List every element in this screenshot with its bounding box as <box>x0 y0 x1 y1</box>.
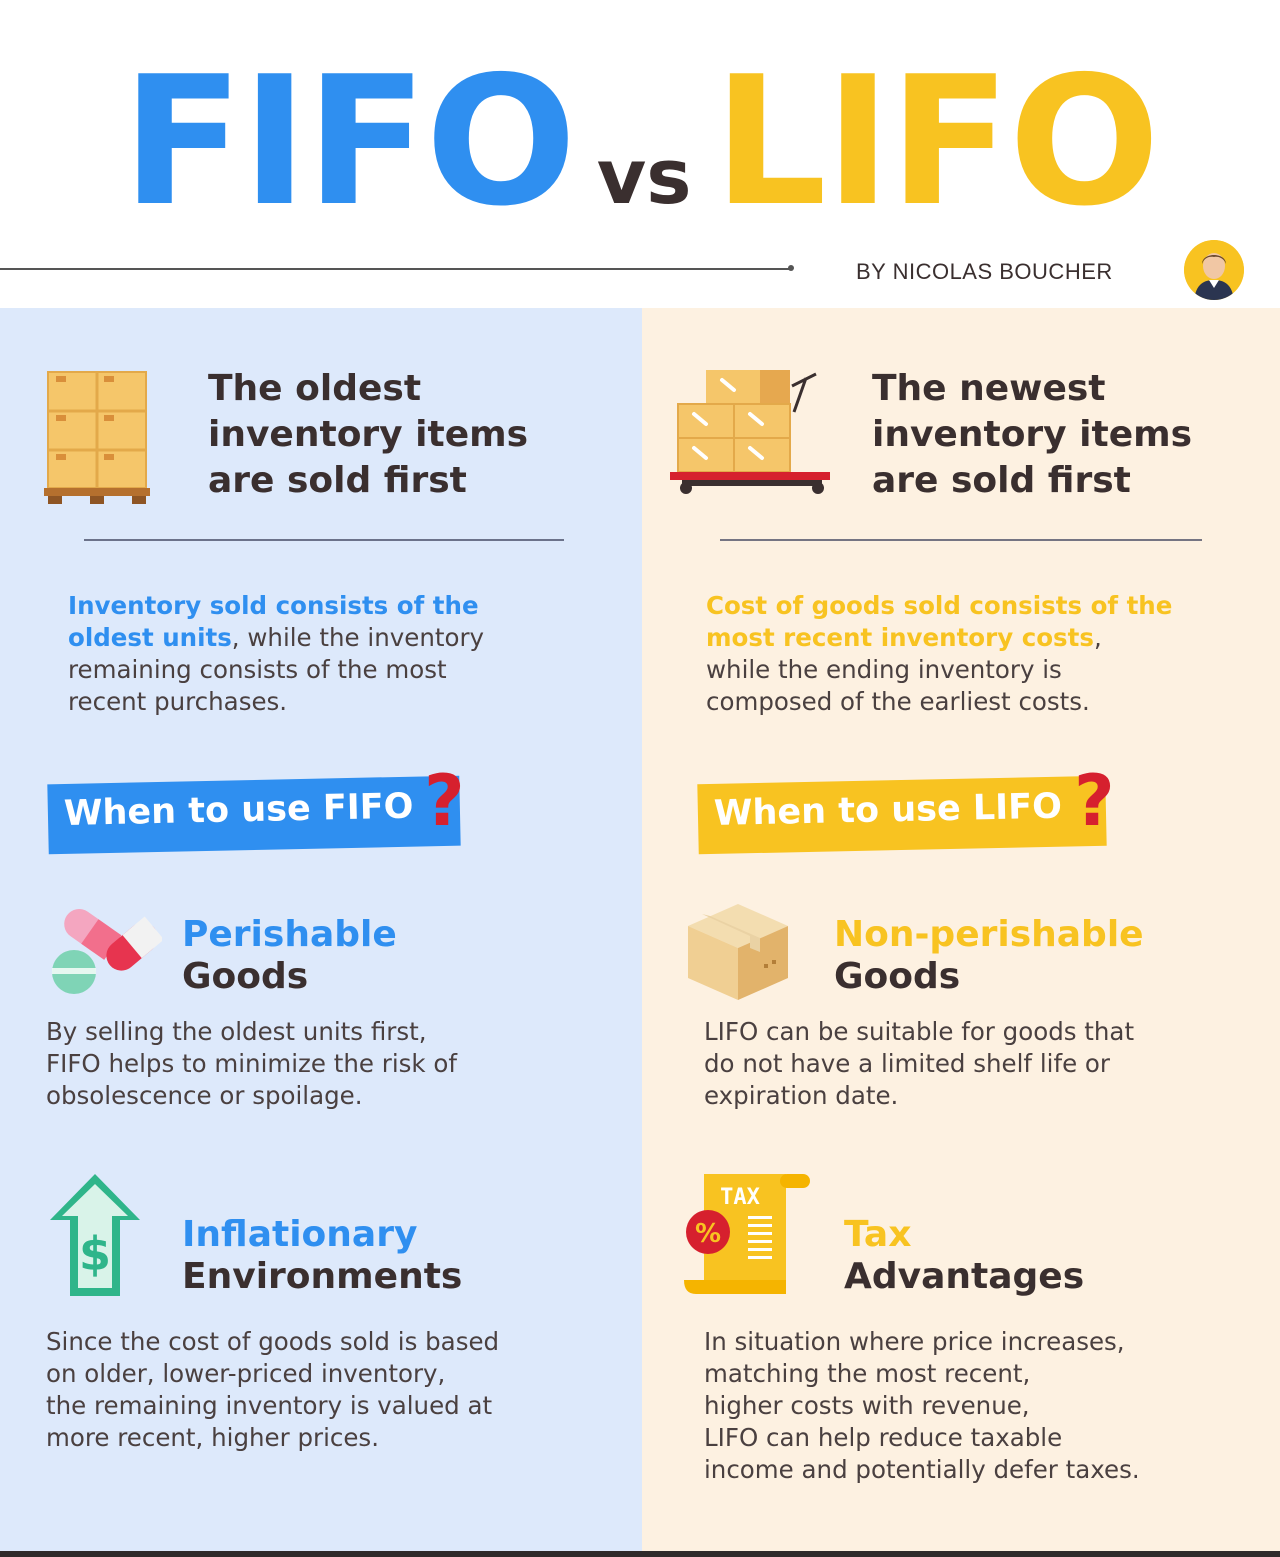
fifo-headline: The oldest inventory items are sold firs… <box>208 366 528 504</box>
perishable-goods-text: By selling the oldest units first, FIFO … <box>46 1016 626 1112</box>
fifo-divider <box>84 539 564 541</box>
inflationary-text-line: Since the cost of goods sold is based <box>46 1327 500 1356</box>
lifo-when-badge: When to use LIFO <box>697 775 1107 855</box>
non-perishable-text-line: do not have a limited shelf life or <box>704 1049 1110 1078</box>
tax-text-line: higher costs with revenue, <box>704 1391 1030 1420</box>
perishable-text-line: By selling the oldest units first, <box>46 1017 427 1046</box>
non-perishable-text-line: LIFO can be suitable for goods that <box>704 1017 1135 1046</box>
inflationary-title-colored: Inflationary <box>182 1214 418 1255</box>
tax-advantages-text: In situation where price increases, matc… <box>704 1326 1270 1486</box>
lifo-headline-line: inventory items <box>872 414 1193 455</box>
hand-truck-boxes-icon <box>670 370 830 494</box>
title-lifo: LIFO <box>713 38 1160 245</box>
header: FIFO vs LIFO BY NICOLAS BOUCHER <box>0 0 1280 308</box>
lifo-description: Cost of goods sold consists of the most … <box>706 590 1266 718</box>
lifo-description-text: , <box>1093 623 1102 652</box>
inflationary-environments-title: Inflationary Environments <box>182 1214 462 1298</box>
fifo-when-badge: When to use FIFO <box>47 775 461 855</box>
svg-text:$: $ <box>79 1227 111 1281</box>
non-perishable-goods-text: LIFO can be suitable for goods that do n… <box>704 1016 1270 1112</box>
inflationary-text-line: the remaining inventory is valued at <box>46 1391 493 1420</box>
percent-label: % <box>695 1219 721 1249</box>
fifo-headline-line: are sold first <box>208 460 467 501</box>
lifo-badge-label: When to use LIFO <box>713 786 1063 834</box>
fifo-description-text: remaining consists of the most <box>68 655 447 684</box>
lifo-description-text: while the ending inventory is <box>706 655 1062 684</box>
lifo-divider <box>720 539 1202 541</box>
fifo-badge-label: When to use FIFO <box>63 786 414 834</box>
stacked-boxes-pallet-icon <box>44 371 150 504</box>
inflationary-title-dark: Environments <box>182 1256 463 1297</box>
question-mark-icon: ? <box>1074 760 1115 842</box>
tax-title-dark: Advantages <box>844 1256 1085 1297</box>
lifo-headline: The newest inventory items are sold firs… <box>872 366 1192 504</box>
tax-text-line: LIFO can help reduce taxable <box>704 1423 1063 1452</box>
header-divider <box>0 268 792 270</box>
perishable-goods-title: Perishable Goods <box>182 914 397 998</box>
perishable-text-line: FIFO helps to minimize the risk of <box>46 1049 458 1078</box>
tax-text-line: In situation where price increases, <box>704 1327 1125 1356</box>
inflationary-text-line: more recent, higher prices. <box>46 1423 379 1452</box>
tax-label: TAX <box>720 1185 760 1210</box>
fifo-description: Inventory sold consists of the oldest un… <box>68 590 628 718</box>
fifo-description-text: recent purchases. <box>68 687 288 716</box>
non-perishable-text-line: expiration date. <box>704 1081 899 1110</box>
tax-receipt-icon: TAX % <box>684 1174 810 1294</box>
question-mark-icon: ? <box>424 760 465 842</box>
pills-icon <box>52 909 162 994</box>
byline: BY NICOLAS BOUCHER <box>856 259 1113 284</box>
dollar-arrow-up-icon: $ <box>50 1174 140 1296</box>
title-fifo: FIFO <box>121 38 577 245</box>
fifo-description-text: , while the inventory <box>231 623 485 652</box>
main-title: FIFO vs LIFO <box>0 38 1280 245</box>
fifo-description-highlight: oldest units <box>68 623 232 652</box>
tax-text-line: income and potentially defer taxes. <box>704 1455 1140 1484</box>
lifo-headline-line: are sold first <box>872 460 1131 501</box>
fifo-headline-line: The oldest <box>208 368 422 409</box>
tax-advantages-title: Tax Advantages <box>844 1214 1084 1298</box>
inflationary-environments-text: Since the cost of goods sold is based on… <box>46 1326 626 1454</box>
tax-text-line: matching the most recent, <box>704 1359 1031 1388</box>
bottom-border <box>0 1551 1280 1557</box>
non-perishable-title-colored: Non-perishable <box>834 914 1144 955</box>
inflationary-text-line: on older, lower-priced inventory, <box>46 1359 446 1388</box>
author-avatar <box>1184 240 1244 300</box>
lifo-description-highlight: Cost of goods sold consists of the <box>706 591 1173 620</box>
fifo-description-highlight: Inventory sold consists of the <box>68 591 479 620</box>
non-perishable-title-dark: Goods <box>834 956 961 997</box>
person-icon <box>1184 240 1244 300</box>
lifo-description-text: composed of the earliest costs. <box>706 687 1090 716</box>
perishable-text-line: obsolescence or spoilage. <box>46 1081 363 1110</box>
perishable-title-dark: Goods <box>182 956 309 997</box>
perishable-title-colored: Perishable <box>182 914 397 955</box>
lifo-headline-line: The newest <box>872 368 1106 409</box>
non-perishable-goods-title: Non-perishable Goods <box>834 914 1144 998</box>
lifo-description-highlight: most recent inventory costs <box>706 623 1094 652</box>
fifo-headline-line: inventory items <box>208 414 529 455</box>
cardboard-box-icon <box>688 904 788 1000</box>
header-divider-dot <box>788 265 794 271</box>
title-vs: vs <box>596 132 692 221</box>
tax-title-colored: Tax <box>844 1214 912 1255</box>
